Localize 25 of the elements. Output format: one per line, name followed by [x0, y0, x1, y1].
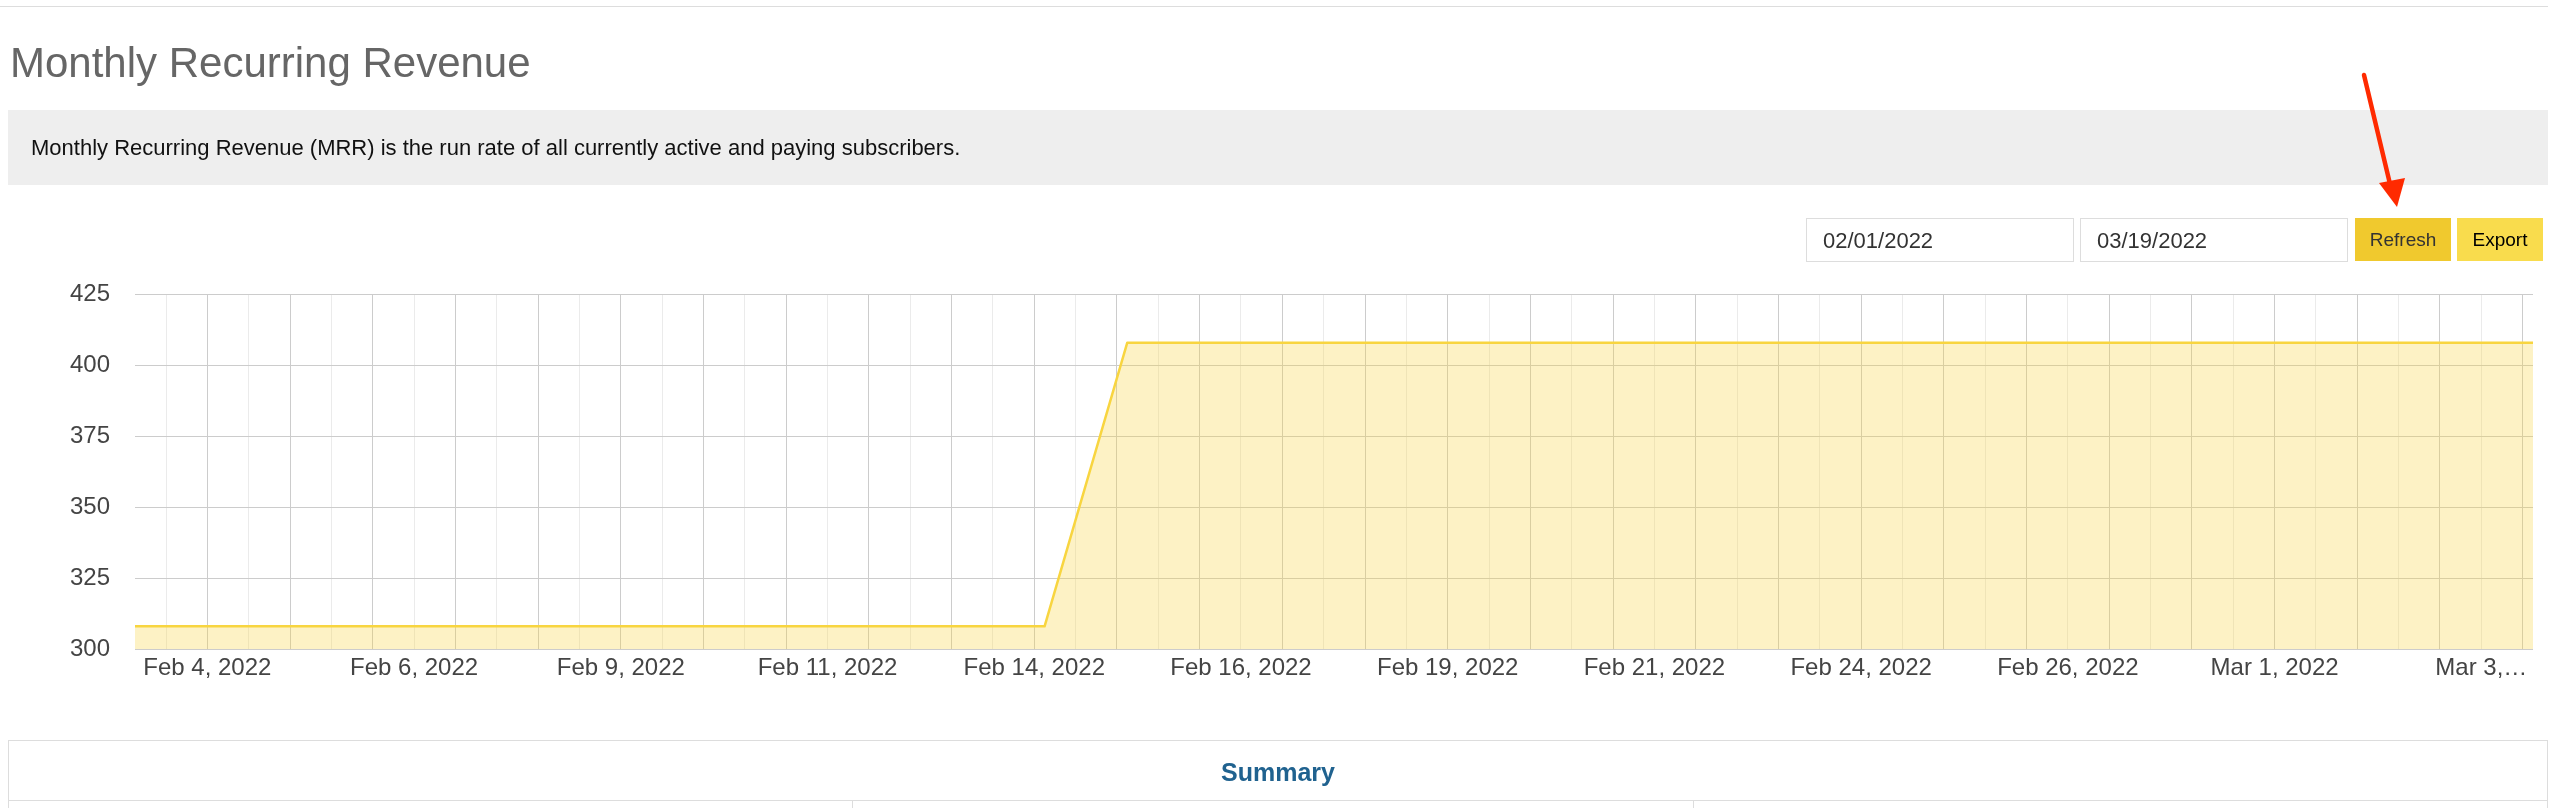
text: Refresh — [2368, 229, 2438, 251]
x-tick-label: Feb 6, 2022 — [350, 653, 479, 681]
x-tick-label: Feb 4, 2022 — [143, 653, 272, 681]
x-tick-label: Feb 21, 2022 — [1583, 653, 1726, 681]
x-tick-label: Feb 9, 2022 — [556, 653, 685, 681]
text: Export — [2471, 229, 2529, 251]
x-tick-label: Mar 3,… — [2435, 653, 2528, 681]
x-tick-label: Feb 16, 2022 — [1170, 653, 1312, 681]
x-tick-label: Mar 1, 2022 — [2210, 653, 2339, 681]
y-tick-label: 425 — [69, 279, 110, 307]
chart-title: Monthly Recurring Revenue — [10, 38, 531, 88]
x-tick-label: Feb 24, 2022 — [1790, 653, 1932, 681]
x-tick-label: Feb 19, 2022 — [1376, 653, 1519, 681]
text: 03/19/2022 — [2097, 228, 2208, 254]
text: 02/01/2022 — [1823, 228, 1934, 254]
y-tick-label: 350 — [69, 491, 110, 519]
x-tick-label: Feb 26, 2022 — [1997, 653, 2139, 681]
y-tick-label: 400 — [69, 349, 110, 377]
text: Summary — [1220, 758, 1336, 786]
y-tick-label: 325 — [69, 562, 110, 590]
x-tick-label: Feb 11, 2022 — [757, 653, 898, 681]
chart-subtitle: Monthly Recurring Revenue (MRR) is the run rate of all currently active and paying subscribers. — [31, 135, 961, 161]
y-tick-label: 375 — [69, 420, 110, 448]
y-tick-label: 300 — [69, 633, 110, 661]
x-tick-label: Feb 14, 2022 — [963, 653, 1105, 681]
